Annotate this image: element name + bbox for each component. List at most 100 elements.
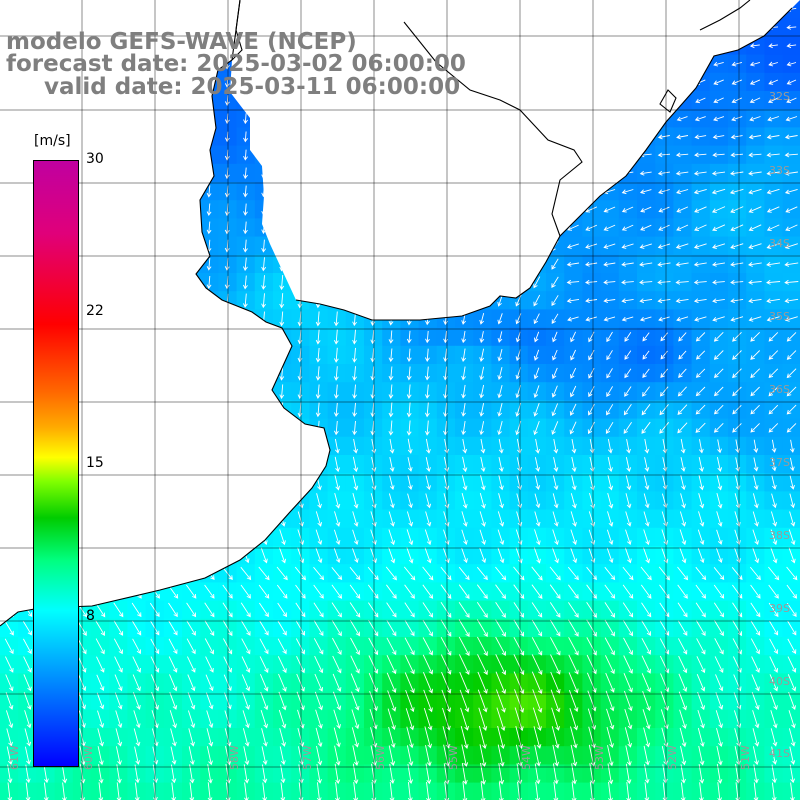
wind-arrow (479, 529, 486, 545)
coastline-path (659, 0, 751, 113)
wind-arrow (513, 654, 525, 676)
wind-arrow (462, 456, 468, 473)
longitude-label: 52W (666, 745, 679, 770)
wind-arrow (497, 348, 503, 362)
longitude-label: 53W (593, 745, 606, 770)
wind-arrow (389, 475, 395, 491)
wind-arrow (534, 493, 541, 509)
wind-arrow (97, 728, 104, 747)
wind-arrow (297, 329, 303, 345)
wind-arrow (752, 710, 760, 729)
wind-arrow (786, 423, 797, 433)
wind-arrow (766, 152, 780, 158)
wind-arrow (769, 692, 778, 711)
wind-arrow (95, 638, 105, 655)
wind-arrow (132, 674, 141, 692)
wind-arrow (626, 439, 631, 454)
wind-arrow (734, 493, 741, 509)
wind-arrow (644, 457, 650, 472)
wind-arrow (24, 728, 32, 747)
wind-arrow (587, 708, 597, 731)
wind-arrow (352, 366, 357, 381)
wind-arrow (313, 584, 324, 599)
wind-arrow (62, 782, 67, 800)
wind-arrow (749, 61, 761, 67)
wind-arrow (714, 656, 724, 674)
wind-arrow (553, 781, 559, 800)
wind-arrow (570, 726, 578, 749)
wind-arrow (458, 619, 470, 638)
wind-arrow (422, 602, 433, 618)
wind-arrow (241, 656, 251, 673)
wind-arrow (367, 584, 379, 599)
wind-arrow (79, 728, 86, 747)
wind-arrow (261, 239, 267, 253)
wind-arrow (713, 97, 724, 104)
wind-arrow (134, 764, 140, 784)
wind-arrow (623, 673, 633, 693)
wind-arrow (531, 654, 543, 676)
wind-arrow (153, 782, 158, 800)
wind-arrow (204, 620, 215, 636)
wind-arrow (476, 584, 488, 600)
wind-arrow (260, 709, 269, 729)
wind-arrow (771, 746, 778, 765)
wind-arrow (535, 781, 541, 800)
wind-arrow (606, 368, 613, 379)
wind-arrow (552, 475, 559, 491)
wind-arrow (586, 584, 597, 599)
wind-arrow (498, 763, 505, 785)
wind-arrow (134, 746, 141, 765)
wind-arrow (205, 692, 214, 710)
colorbar-tick-8: 8 (86, 608, 95, 624)
wind-arrow (495, 654, 507, 676)
wind-arrow (713, 602, 724, 618)
wind-arrow (370, 330, 376, 345)
wind-arrow (407, 475, 413, 490)
wind-arrow (460, 707, 469, 731)
wind-arrow (711, 206, 726, 213)
wind-arrow (4, 620, 14, 636)
wind-arrow (551, 547, 559, 564)
wind-arrow (789, 493, 796, 509)
latitude-label: 40S (769, 675, 790, 688)
wind-arrow (314, 691, 323, 711)
wind-arrow (784, 279, 799, 285)
wind-arrow (333, 329, 339, 345)
wind-arrow (624, 368, 632, 379)
wind-arrow (603, 298, 616, 304)
wind-arrow (279, 274, 285, 291)
wind-arrow (680, 764, 686, 784)
wind-arrow (623, 404, 632, 416)
wind-arrow (515, 385, 522, 399)
wind-arrow (96, 692, 105, 710)
wind-arrow (423, 689, 433, 713)
wind-arrow (695, 422, 706, 433)
longitude-label: 51W (739, 745, 752, 770)
wind-arrow (551, 367, 558, 380)
wind-arrow (207, 782, 213, 800)
wind-arrow (151, 692, 159, 711)
wind-arrow (713, 584, 725, 599)
wind-arrow (713, 116, 725, 122)
latitude-label: 33S (769, 164, 790, 177)
wind-arrow (695, 620, 706, 637)
wind-arrow (607, 511, 614, 527)
wind-arrow (715, 692, 724, 710)
wind-arrow (766, 243, 780, 250)
wind-arrow (243, 746, 250, 766)
wind-arrow (588, 511, 596, 527)
wind-arrow (730, 243, 744, 250)
wind-arrow (752, 511, 759, 527)
wind-arrow (314, 655, 324, 674)
wind-arrow (476, 566, 488, 581)
wind-arrow (425, 475, 431, 491)
wind-arrow (749, 97, 761, 104)
wind-arrow (730, 170, 744, 176)
wind-arrow (388, 511, 395, 527)
wind-arrow (641, 655, 651, 674)
wind-arrow (677, 620, 688, 636)
wind-arrow (241, 638, 251, 655)
wind-arrow (571, 456, 577, 473)
wind-arrow (786, 43, 797, 49)
